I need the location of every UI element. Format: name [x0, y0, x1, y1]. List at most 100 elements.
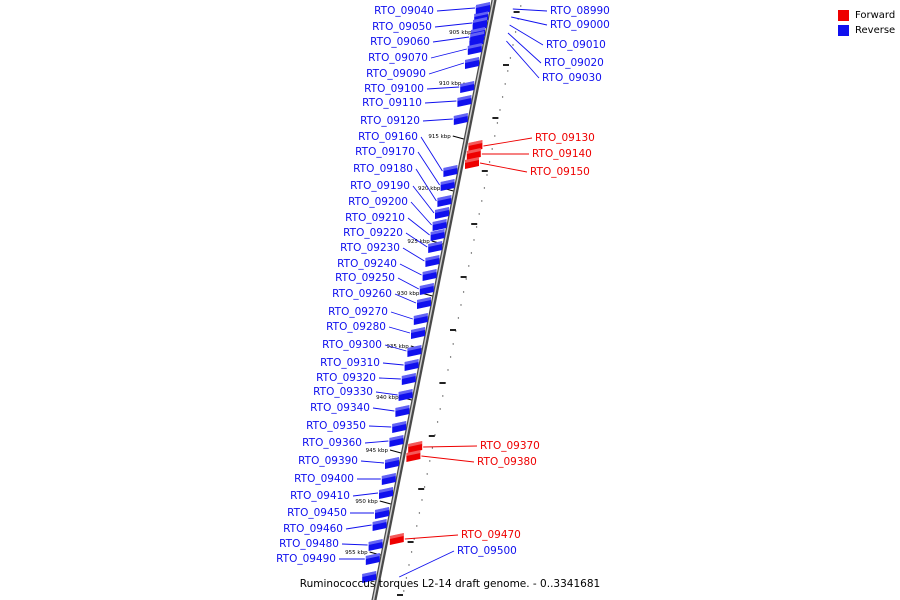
gene-shade	[466, 148, 481, 154]
gene-block-rto_09320[interactable]	[401, 373, 416, 385]
gene-block-rto_09390[interactable]	[385, 457, 399, 469]
gene-label-rto_09370[interactable]: RTO_09370	[480, 440, 540, 452]
gene-label-rto_09120[interactable]: RTO_09120	[360, 115, 420, 127]
gene-shade	[401, 373, 416, 379]
guide-dot	[488, 161, 491, 163]
gene-leader-line	[410, 201, 432, 226]
gene-leader-line	[479, 162, 528, 173]
gene-label-rto_09020[interactable]: RTO_09020	[544, 57, 604, 69]
gene-block-rto_09380[interactable]	[406, 450, 421, 462]
gene-block-rto_09260[interactable]	[417, 297, 431, 309]
gene-label-rto_09480[interactable]: RTO_09480	[279, 538, 339, 550]
gene-label-rto_09170[interactable]: RTO_09170	[355, 146, 415, 158]
gene-block-rto_09490[interactable]	[365, 553, 380, 565]
gene-block-rto_09110[interactable]	[457, 95, 472, 107]
gene-block-rto_09160[interactable]	[443, 165, 458, 177]
gene-block-rto_09310[interactable]	[404, 359, 419, 371]
gene-label-rto_09360[interactable]: RTO_09360	[302, 437, 362, 449]
gene-block-rto_09360[interactable]	[389, 435, 404, 447]
gene-label-rto_09190[interactable]: RTO_09190	[350, 180, 410, 192]
gene-label-rto_09110[interactable]: RTO_09110	[362, 97, 422, 109]
gene-block-rto_09150[interactable]	[465, 157, 479, 169]
gene-label-rto_09180[interactable]: RTO_09180	[353, 163, 413, 175]
scale-tick-label: 905 kbp	[449, 30, 472, 36]
gene-label-rto_09250[interactable]: RTO_09250	[335, 272, 395, 284]
gene-label-rto_09160[interactable]: RTO_09160	[358, 131, 418, 143]
gene-block-rto_09470[interactable]	[389, 533, 404, 545]
gene-label-rto_09300[interactable]: RTO_09300	[322, 339, 382, 351]
gene-block-rto_09170[interactable]	[440, 179, 455, 191]
gene-label-rto_09500[interactable]: RTO_09500	[457, 545, 517, 557]
gene-block-rto_09330[interactable]	[398, 389, 413, 401]
gene-label-rto_09410[interactable]: RTO_09410	[290, 490, 350, 502]
gene-leader-line	[407, 217, 430, 236]
gene-block-rto_09480[interactable]	[368, 539, 383, 551]
gene-label-rto_09230[interactable]: RTO_09230	[340, 242, 400, 254]
gene-block-rto_09370[interactable]	[408, 441, 423, 453]
gene-block-rto_09190[interactable]	[435, 207, 449, 219]
gene-block-rto_09040[interactable]	[476, 2, 490, 14]
gene-block-rto_09200[interactable]	[432, 219, 447, 231]
gene-block-rto_09180[interactable]	[437, 195, 452, 207]
gene-label-rto_09040[interactable]: RTO_09040	[374, 5, 434, 17]
gene-block-rto_09270[interactable]	[413, 313, 428, 325]
gene-label-rto_09260[interactable]: RTO_09260	[332, 288, 392, 300]
gene-block-rto_09050[interactable]	[473, 17, 487, 29]
gene-label-rto_09050[interactable]: RTO_09050	[372, 21, 432, 33]
gene-block-rto_09070[interactable]	[467, 43, 482, 55]
gene-label-rto_09310[interactable]: RTO_09310	[320, 357, 380, 369]
gene-label-rto_08990[interactable]: RTO_08990	[550, 5, 610, 17]
gene-label-rto_09490[interactable]: RTO_09490	[276, 553, 336, 565]
gene-label-rto_09100[interactable]: RTO_09100	[364, 83, 424, 95]
gene-label-rto_09090[interactable]: RTO_09090	[366, 68, 426, 80]
gene-label-rto_09320[interactable]: RTO_09320	[316, 372, 376, 384]
gene-label-rto_09470[interactable]: RTO_09470	[461, 529, 521, 541]
gene-block-rto_09220[interactable]	[428, 241, 443, 253]
gene-block-rto_09400[interactable]	[381, 473, 396, 485]
gene-label-rto_09140[interactable]: RTO_09140	[532, 148, 592, 160]
gene-label-rto_09070[interactable]: RTO_09070	[368, 52, 428, 64]
gene-label-rto_09400[interactable]: RTO_09400	[294, 473, 354, 485]
gene-block-rto_09090[interactable]	[465, 57, 479, 69]
gene-leader-line	[390, 311, 413, 320]
gene-block-rto_09300[interactable]	[407, 345, 422, 357]
gene-block-rto_09340[interactable]	[395, 405, 410, 417]
gene-block-rto_09140[interactable]	[466, 148, 481, 160]
gene-block-rto_09350[interactable]	[392, 421, 407, 433]
gene-label-rto_09010[interactable]: RTO_09010	[546, 39, 606, 51]
gene-block-rto_09210[interactable]	[430, 229, 445, 241]
gene-block-rto_09240[interactable]	[422, 269, 437, 281]
gene-label-rto_09220[interactable]: RTO_09220	[343, 227, 403, 239]
gene-label-rto_09150[interactable]: RTO_09150	[530, 166, 590, 178]
gene-block-rto_09410[interactable]	[379, 487, 393, 499]
gene-label-rto_09330[interactable]: RTO_09330	[313, 386, 373, 398]
gene-leader-line	[424, 100, 457, 104]
gene-label-rto_09450[interactable]: RTO_09450	[287, 507, 347, 519]
guide-dot	[483, 187, 486, 189]
gene-label-rto_09060[interactable]: RTO_09060	[370, 36, 430, 48]
gene-block-rto_09060[interactable]	[470, 31, 485, 43]
gene-block-rto_09100[interactable]	[460, 81, 475, 93]
gene-block-rto_09230[interactable]	[425, 255, 440, 267]
gene-label-rto_09390[interactable]: RTO_09390	[298, 455, 358, 467]
gene-block-rto_09450[interactable]	[375, 507, 389, 519]
gene-label-rto_09380[interactable]: RTO_09380	[477, 456, 537, 468]
gene-label-rto_09280[interactable]: RTO_09280	[326, 321, 386, 333]
gene-block-rto_09280[interactable]	[411, 327, 425, 339]
gene-label-rto_09460[interactable]: RTO_09460	[283, 523, 343, 535]
scale-tick	[379, 500, 391, 505]
gene-label-rto_09240[interactable]: RTO_09240	[337, 258, 397, 270]
gene-label-rto_09030[interactable]: RTO_09030	[542, 72, 602, 84]
gene-leader-line	[509, 24, 544, 46]
gene-label-rto_09350[interactable]: RTO_09350	[306, 420, 366, 432]
gene-block-rto_09120[interactable]	[453, 113, 468, 125]
gene-label-rto_09000[interactable]: RTO_09000	[550, 19, 610, 31]
gene-block-rto_09500[interactable]	[362, 571, 377, 583]
gene-block-rto_09460[interactable]	[372, 519, 387, 531]
gene-label-rto_09130[interactable]: RTO_09130	[535, 132, 595, 144]
gene-label-rto_09210[interactable]: RTO_09210	[345, 212, 405, 224]
gene-label-rto_09270[interactable]: RTO_09270	[328, 306, 388, 318]
gene-label-rto_09340[interactable]: RTO_09340	[310, 402, 370, 414]
gene-block-rto_09250[interactable]	[419, 283, 434, 295]
gene-label-rto_09200[interactable]: RTO_09200	[348, 196, 408, 208]
